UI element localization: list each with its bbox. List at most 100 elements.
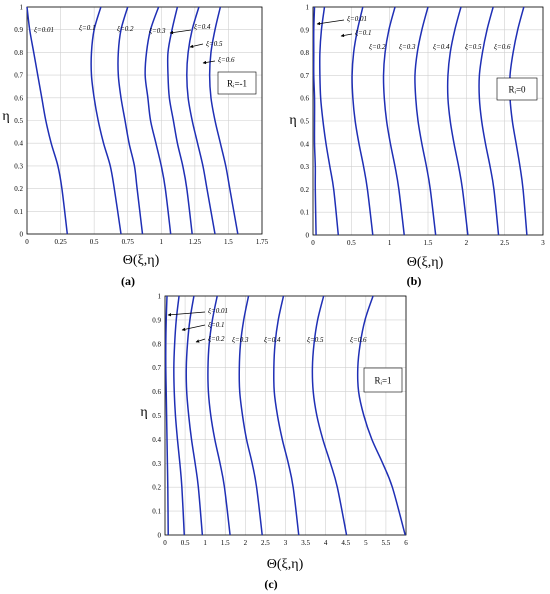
y-tick-label: 0.8 xyxy=(14,49,23,57)
series-line-1 xyxy=(312,6,317,236)
series-label: ξ=0.2 xyxy=(369,43,386,51)
series-label: ξ=0.01 xyxy=(34,26,54,34)
y-tick-label: 0.7 xyxy=(14,72,23,80)
parameter-box xyxy=(363,367,403,393)
series-label: ξ=0.3 xyxy=(232,336,249,344)
x-tick-label: 5 xyxy=(364,539,368,547)
series-label-arrow xyxy=(189,43,204,48)
y-tick-label: 0.3 xyxy=(152,460,161,468)
x-tick-label: 0.5 xyxy=(90,238,99,246)
y-tick-label: 0.4 xyxy=(14,140,23,148)
series-label: ξ=0.4 xyxy=(194,23,211,31)
x-tick-label: 1.75 xyxy=(256,238,269,246)
x-axis-title: Θ(ξ,η) xyxy=(407,255,444,270)
y-tick-label: 0 xyxy=(306,232,310,240)
parameter-label: Rᵢ=-1 xyxy=(227,79,247,89)
y-tick-label: 1 xyxy=(158,293,162,301)
x-tick-label: 1 xyxy=(160,238,164,246)
series-label: ξ=0.1 xyxy=(355,29,371,37)
x-tick-label: 2.5 xyxy=(500,239,509,247)
panel-label: (c) xyxy=(264,577,277,591)
series-line-7 xyxy=(208,6,239,235)
x-tick-label: 0.25 xyxy=(54,238,67,246)
series-line-8 xyxy=(508,6,528,236)
y-tick-label: 1 xyxy=(306,4,310,12)
y-tick-label: 0.9 xyxy=(300,26,309,34)
parameter-label: Rᵢ=1 xyxy=(374,376,391,386)
x-tick-label: 3 xyxy=(541,239,545,247)
series-label: ξ=0.5 xyxy=(465,43,482,51)
x-tick-label: 4 xyxy=(324,539,328,547)
y-tick-label: 0.2 xyxy=(14,185,23,193)
series-label: ξ=0.6 xyxy=(350,336,367,344)
series-label-arrow xyxy=(340,33,353,38)
plot-frame xyxy=(26,6,263,235)
x-tick-label: 3.5 xyxy=(301,539,310,547)
series-line-6 xyxy=(446,6,469,236)
series-line-3 xyxy=(117,6,144,235)
y-tick-label: 0.5 xyxy=(152,412,161,420)
x-tick-label: 1 xyxy=(203,539,207,547)
series-line-7 xyxy=(311,295,348,536)
x-tick-label: 1 xyxy=(388,239,392,247)
chart-panel-c: 0 0.5 1 1.5 2 2.5 3 3.5 4 4.5 5 5.5 6 0 0.1 0.2 0.3 0.4 0.… xyxy=(140,293,408,592)
series-label: ξ=0.01 xyxy=(208,307,228,315)
parameter-box xyxy=(217,71,257,95)
y-tick-label: 0.5 xyxy=(14,117,23,125)
y-tick-label: 0.4 xyxy=(152,436,161,444)
series-label: ξ=0.4 xyxy=(264,336,281,344)
series-line-4 xyxy=(144,6,172,235)
series-line-8 xyxy=(356,295,406,536)
series-label: ξ=0.5 xyxy=(206,40,223,48)
panel-label: (b) xyxy=(407,274,422,288)
y-axis-title: η xyxy=(2,109,9,124)
x-tick-label: 1.5 xyxy=(224,238,233,246)
series-label-arrow xyxy=(195,338,206,343)
series-line-3 xyxy=(185,295,204,536)
series-label-arrow xyxy=(181,324,206,332)
series-line-1 xyxy=(165,295,169,536)
series-line-1 xyxy=(26,6,69,235)
y-tick-label: 0.3 xyxy=(300,163,309,171)
y-tick-label: 0.4 xyxy=(300,140,309,148)
x-tick-label: 2.5 xyxy=(261,539,270,547)
x-tick-label: 4.5 xyxy=(341,539,350,547)
series-line-5 xyxy=(414,6,437,236)
series-label-arrow xyxy=(169,29,192,35)
series-label: ξ=0.2 xyxy=(117,25,134,33)
y-tick-label: 0.2 xyxy=(300,186,309,194)
y-tick-label: 0.1 xyxy=(14,208,23,216)
series-line-3 xyxy=(351,6,374,236)
series-line-6 xyxy=(186,6,216,235)
series-label: ξ=0.5 xyxy=(307,336,324,344)
x-tick-label: 1.25 xyxy=(189,238,202,246)
series-label: ξ=0.6 xyxy=(218,56,235,64)
y-tick-label: 0.9 xyxy=(152,316,161,324)
parameter-label: Rᵢ=0 xyxy=(508,85,526,95)
x-tick-label: 2 xyxy=(465,239,469,247)
y-tick-label: 0 xyxy=(20,231,24,239)
y-tick-label: 0.7 xyxy=(152,364,161,372)
y-axis-title: η xyxy=(140,405,147,420)
series-line-2 xyxy=(319,6,340,236)
series-label: ξ=0.3 xyxy=(399,43,416,51)
series-label: ξ=0.3 xyxy=(149,27,166,35)
panel-label: (a) xyxy=(121,274,135,288)
x-axis-title: Θ(ξ,η) xyxy=(267,557,304,572)
chart-panel-a: 0 0.25 0.5 0.75 1 1.25 1.5 1.75 0 0.1 0.2 0.3 0.4 0.5… xyxy=(2,4,268,289)
series-label: ξ=0.2 xyxy=(208,335,225,343)
series-line-4 xyxy=(207,295,231,536)
series-label: ξ=0.1 xyxy=(208,321,224,329)
series-label: ξ=0.1 xyxy=(79,24,95,32)
series-line-2 xyxy=(173,295,186,536)
series-line-4 xyxy=(382,6,405,236)
x-tick-label: 0 xyxy=(311,239,315,247)
y-tick-label: 0.3 xyxy=(14,162,23,170)
y-tick-label: 0.6 xyxy=(300,95,309,103)
y-tick-label: 0.1 xyxy=(300,209,309,217)
y-axis-title: η xyxy=(289,113,296,128)
plot-frame xyxy=(164,295,407,536)
y-tick-label: 0.8 xyxy=(152,340,161,348)
y-tick-label: 0.2 xyxy=(152,484,161,492)
series-label: ξ=0.4 xyxy=(433,43,450,51)
